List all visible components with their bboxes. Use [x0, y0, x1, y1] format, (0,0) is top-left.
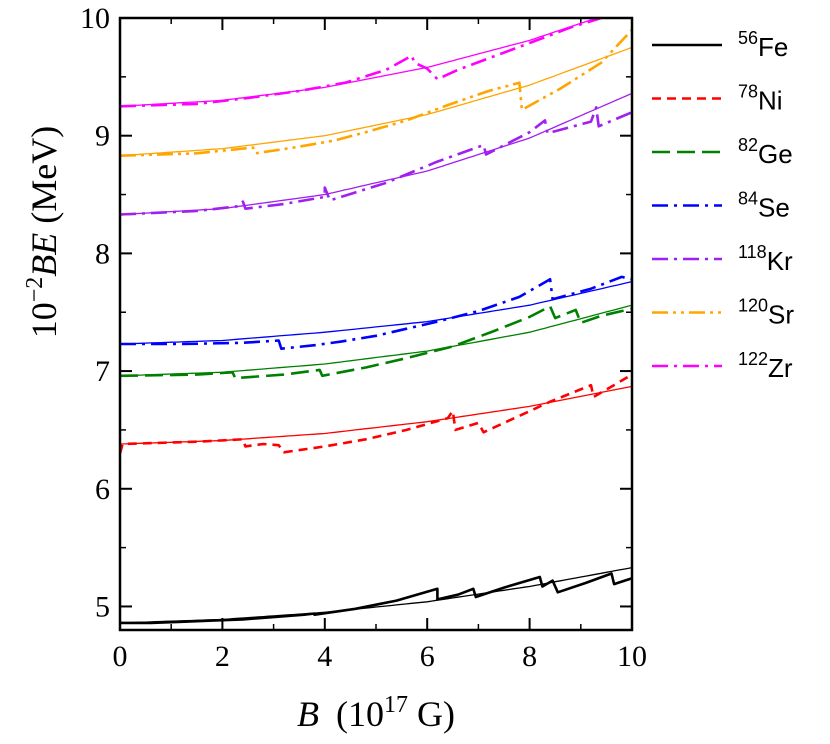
y-axis-title: 10−2BE (MeV)	[22, 126, 64, 339]
tick-labels: 0 2 4 6 8 10 5 6 7 8 9 10	[80, 2, 647, 673]
y-axis-var: BE	[24, 233, 64, 277]
legend-label-122Zr: 122Zr	[738, 349, 793, 383]
legend-mass-84Se: 84	[738, 189, 758, 209]
legend-label-78Ni: 78Ni	[738, 82, 783, 116]
tick-marks	[119, 17, 633, 630]
x-tick-label-10: 10	[617, 640, 647, 673]
y-axis-post: (MeV)	[24, 126, 64, 233]
legend-element-118Kr: Kr	[767, 246, 793, 276]
y-tick-label-8: 8	[95, 237, 110, 270]
x-tick-label-2: 2	[215, 640, 230, 673]
legend-label-118Kr: 118Kr	[738, 242, 793, 276]
y-tick-label-7: 7	[95, 355, 110, 388]
legend-mass-56Fe: 56	[738, 28, 758, 48]
y-axis-base: 10	[24, 302, 64, 338]
fit-line-78Ni	[120, 385, 632, 445]
x-axis-pre: (10	[336, 694, 384, 734]
legend-mass-78Ni: 78	[738, 82, 758, 102]
fit-line-120Sr	[120, 46, 632, 157]
legend-label-120Sr: 120Sr	[738, 296, 794, 330]
legend-label-82Ge: 82Ge	[738, 135, 793, 169]
y-tick-label-9: 9	[95, 120, 110, 153]
fit-line-84Se	[120, 280, 632, 345]
x-tick-label-4: 4	[317, 640, 332, 673]
series-line-122Zr	[120, 18, 606, 108]
legend-mass-118Kr: 118	[738, 242, 767, 262]
legend-element-56Fe: Fe	[758, 32, 788, 62]
x-axis-post: G)	[408, 694, 455, 734]
series-line-118Kr	[120, 106, 632, 216]
x-tick-label-8: 8	[522, 640, 537, 673]
legend-label-56Fe: 56Fe	[738, 28, 788, 62]
legend-element-82Ge: Ge	[758, 139, 793, 169]
series-line-56Fe	[120, 572, 632, 625]
legend-element-122Zr: Zr	[768, 353, 793, 383]
legend-label-84Se: 84Se	[738, 189, 790, 223]
x-tick-label-0: 0	[113, 640, 128, 673]
series-line-82Ge	[120, 305, 632, 380]
series-line-84Se	[120, 275, 632, 350]
legend-element-84Se: Se	[758, 193, 790, 223]
legend-mass-82Ge: 82	[738, 135, 758, 155]
legend-element-120Sr: Sr	[768, 300, 794, 330]
series-line-78Ni	[120, 373, 632, 454]
plot-frame	[118, 16, 634, 632]
fit-line-56Fe	[120, 566, 632, 624]
x-tick-label-6: 6	[420, 640, 435, 673]
y-tick-label-5: 5	[95, 590, 110, 623]
series-line-120Sr	[120, 28, 632, 157]
x-axis-title: B (1017 G)	[297, 692, 455, 734]
x-axis-exp: 17	[384, 692, 408, 718]
legend-mass-122Zr: 122	[738, 349, 768, 369]
series-layer	[120, 18, 632, 625]
y-tick-label-10: 10	[80, 2, 110, 35]
legend-mass-120Sr: 120	[738, 296, 768, 316]
y-axis-exp: −2	[22, 277, 48, 303]
fit-line-122Zr	[120, 18, 599, 107]
x-axis-var: B	[297, 694, 319, 734]
y-tick-label-6: 6	[95, 473, 110, 506]
legend-element-78Ni: Ni	[758, 86, 783, 116]
